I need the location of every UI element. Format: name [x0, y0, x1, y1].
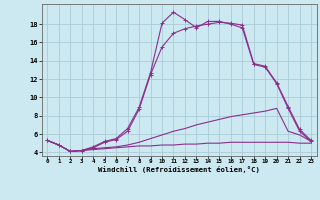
X-axis label: Windchill (Refroidissement éolien,°C): Windchill (Refroidissement éolien,°C) — [98, 166, 260, 173]
